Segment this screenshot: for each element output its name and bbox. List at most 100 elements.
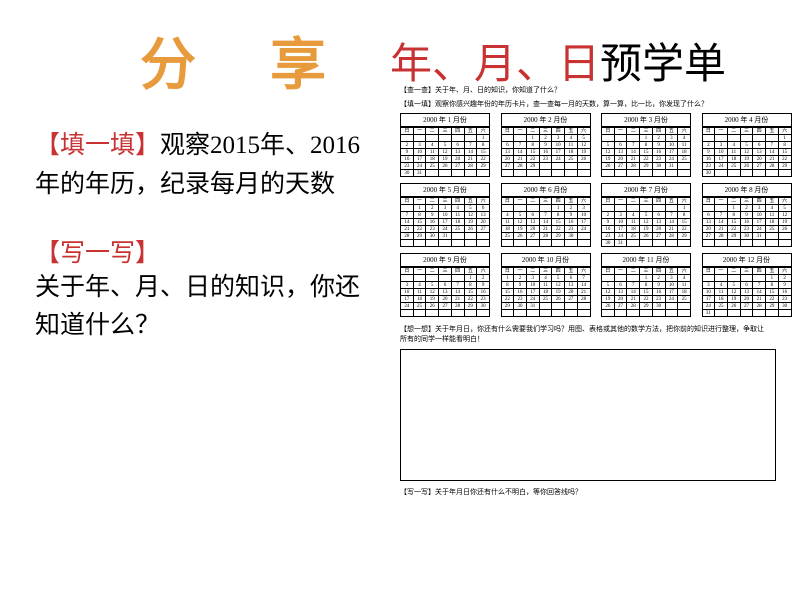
- date-cell: [526, 170, 539, 177]
- date-cell: 14: [464, 149, 477, 156]
- cal-header-2: 【填一填】观察你感兴趣年份的年历卡片，查一查每一月的天数，算一算，比一比，你发现…: [400, 99, 794, 109]
- date-cell: 30: [652, 163, 665, 170]
- date-cell: 4: [426, 142, 439, 149]
- date-cell: [766, 310, 779, 317]
- date-cell: [426, 240, 439, 247]
- mini-calendar: 2000 年 5 月份日一二三四五六1234567891011121314151…: [400, 183, 490, 247]
- date-cell: 28: [627, 163, 640, 170]
- date-cell: [727, 240, 740, 247]
- date-cell: 10: [665, 282, 678, 289]
- date-cell: 13: [526, 219, 539, 226]
- date-cell: 8: [640, 282, 653, 289]
- weekday-cell: 三: [539, 268, 552, 275]
- date-cell: 21: [401, 226, 414, 233]
- date-cell: 29: [413, 233, 426, 240]
- date-cell: [702, 275, 715, 282]
- weekday-cell: 六: [477, 198, 490, 205]
- date-cell: [715, 170, 728, 177]
- date-cell: 19: [602, 156, 615, 163]
- date-cell: [640, 240, 653, 247]
- weekday-cell: 三: [740, 128, 753, 135]
- date-cell: [577, 303, 590, 310]
- mini-calendar: 2000 年 9 月份日一二三四五六1234567891011121314151…: [400, 253, 490, 317]
- date-cell: 19: [426, 296, 439, 303]
- date-cell: 12: [552, 282, 565, 289]
- date-cell: 26: [552, 296, 565, 303]
- date-cell: 31: [526, 303, 539, 310]
- weekday-cell: 一: [514, 268, 527, 275]
- weekday-cell: 三: [640, 198, 653, 205]
- date-cell: 23: [401, 163, 414, 170]
- date-cell: [401, 205, 414, 212]
- date-cell: 13: [565, 282, 578, 289]
- date-cell: [477, 240, 490, 247]
- date-cell: 7: [401, 212, 414, 219]
- date-cell: 25: [627, 233, 640, 240]
- date-cell: [539, 240, 552, 247]
- date-cell: 4: [565, 135, 578, 142]
- date-cell: 1: [640, 275, 653, 282]
- date-cell: [727, 170, 740, 177]
- date-cell: 11: [413, 289, 426, 296]
- date-cell: [753, 170, 766, 177]
- date-cell: [477, 170, 490, 177]
- footer-q: 【写一写】关于年月日你还有什么不明白，等你回答线吗？: [400, 487, 794, 497]
- date-cell: [602, 170, 615, 177]
- weekday-cell: 五: [766, 198, 779, 205]
- date-cell: 18: [539, 289, 552, 296]
- mini-cal-title: 2000 年 6 月份: [501, 183, 591, 197]
- date-cell: 18: [627, 226, 640, 233]
- date-cell: 13: [501, 149, 514, 156]
- date-cell: [439, 170, 452, 177]
- date-cell: [740, 170, 753, 177]
- date-cell: 19: [577, 149, 590, 156]
- footer-1: 【想一想】关于年月日，你还有什么需要我们学习吗？用图、表格或其他的数学方法，把你…: [400, 325, 764, 333]
- date-cell: [451, 135, 464, 142]
- fill-label: 【填一填】: [35, 132, 160, 159]
- date-cell: 2: [740, 205, 753, 212]
- date-cell: 27: [753, 163, 766, 170]
- date-cell: 9: [514, 282, 527, 289]
- weekday-cell: 日: [702, 268, 715, 275]
- mini-cal-title: 2000 年 4 月份: [702, 113, 792, 127]
- date-cell: 28: [464, 163, 477, 170]
- date-cell: 5: [514, 212, 527, 219]
- date-cell: 17: [413, 156, 426, 163]
- date-cell: [401, 240, 414, 247]
- date-cell: 4: [413, 282, 426, 289]
- mini-calendar: 2000 年 12 月份日一二三四五六123456789101112131415…: [702, 253, 792, 317]
- date-cell: 8: [678, 212, 691, 219]
- date-cell: 21: [577, 289, 590, 296]
- date-cell: 18: [501, 226, 514, 233]
- mini-cal-title: 2000 年 11 月份: [601, 253, 691, 267]
- date-cell: 24: [577, 226, 590, 233]
- date-cell: 11: [727, 149, 740, 156]
- date-cell: 20: [702, 226, 715, 233]
- date-cell: [678, 170, 691, 177]
- date-cell: 13: [451, 149, 464, 156]
- date-cell: 2: [401, 142, 414, 149]
- weekday-cell: 三: [439, 128, 452, 135]
- date-cell: 6: [477, 205, 490, 212]
- mini-cal-table: 日一二三四五六123456789101112131415161718192021…: [400, 197, 490, 247]
- date-cell: [640, 310, 653, 317]
- date-cell: 20: [753, 156, 766, 163]
- date-cell: 10: [552, 142, 565, 149]
- fill-task: 【填一填】观察2015年、2016年的年历，纪录每月的天数: [35, 125, 380, 205]
- date-cell: 18: [678, 149, 691, 156]
- weekday-cell: 四: [552, 268, 565, 275]
- date-cell: 10: [401, 289, 414, 296]
- date-cell: 17: [665, 149, 678, 156]
- date-cell: 24: [413, 163, 426, 170]
- weekday-cell: 一: [715, 128, 728, 135]
- date-cell: 22: [464, 296, 477, 303]
- date-cell: 12: [464, 212, 477, 219]
- date-cell: [614, 170, 627, 177]
- date-cell: 6: [526, 212, 539, 219]
- date-cell: 1: [464, 275, 477, 282]
- date-cell: [477, 233, 490, 240]
- date-cell: 16: [565, 219, 578, 226]
- weekday-cell: 五: [665, 128, 678, 135]
- mini-cal-table: 日一二三四五六123456789101112131415161718192021…: [400, 267, 490, 317]
- date-cell: 21: [539, 226, 552, 233]
